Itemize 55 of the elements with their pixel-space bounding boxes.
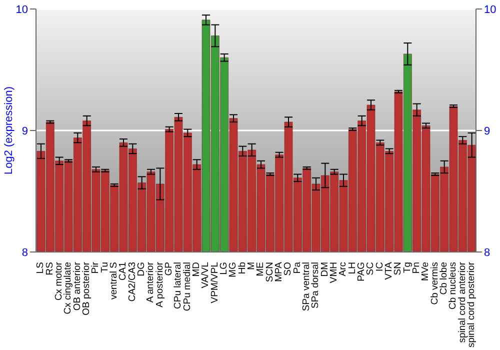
x-tick-label: SC <box>365 262 376 276</box>
x-tick-label: CPu lateral <box>172 262 184 309</box>
x-tick-label: Tu <box>99 262 110 273</box>
x-tick-label: VA/VL <box>200 262 212 288</box>
x-tick-label: LS <box>35 262 46 274</box>
x-tick-label: IC <box>374 262 386 272</box>
x-tick-label: Cx motor <box>53 262 64 301</box>
x-tick-label: Cb vermis <box>429 262 440 305</box>
x-tick-label: DM <box>319 262 330 277</box>
x-tick-label: VMH <box>328 262 340 284</box>
x-tick-label: Arc <box>338 262 349 276</box>
x-tick-label: Tg <box>402 262 413 274</box>
x-tick-label: GP <box>163 262 174 276</box>
x-tick-label: OB posterior <box>80 262 92 316</box>
x-tick-label: CA2/CA3 <box>126 262 138 302</box>
x-tick-label: Pn <box>410 262 422 274</box>
x-tick-label: SPa dorsal <box>310 262 322 308</box>
x-tick-label: MG <box>228 262 239 278</box>
x-tick-label: Cx cingulate <box>62 262 74 314</box>
y2-tick-label: 9 <box>484 125 490 138</box>
y2-tick-label: 10 <box>484 4 496 16</box>
x-tick-label: MD <box>190 262 202 277</box>
y-tick-label: 8 <box>22 246 28 259</box>
x-tick-label: MPA <box>273 261 284 282</box>
x-tick-label: LG <box>218 262 230 275</box>
x-tick-label: spinal cord anterior <box>456 262 468 343</box>
x-tick-label: SPa ventral <box>300 262 312 312</box>
y-tick-label: 9 <box>22 125 28 138</box>
y-tick-label: 10 <box>16 4 28 16</box>
x-tick-label: DG <box>136 262 147 276</box>
x-tick-label: M <box>246 262 257 270</box>
x-tick-label: VPM/VPL <box>209 262 220 304</box>
y2-tick-label: 8 <box>484 246 490 259</box>
x-tick-label: SO <box>282 262 294 276</box>
x-tick-label: Pa <box>292 261 303 274</box>
x-tick-label: VTA <box>383 261 394 280</box>
x-tick-label: ventral S <box>108 262 120 300</box>
x-tick-label: SCN <box>264 262 276 282</box>
x-tick-label: ME <box>255 262 266 276</box>
x-tick-label: Pir <box>90 262 102 274</box>
x-tick-label: spinal cord posterior <box>466 262 477 348</box>
y-axis-title: Log2 (expression) <box>2 86 15 175</box>
x-tick-label: Cb nucleus <box>448 262 459 310</box>
x-tick-label: OB anterior <box>72 262 83 311</box>
x-tick-label: Hb <box>236 262 248 274</box>
x-tick-label: SN <box>392 262 404 276</box>
x-tick-label: CPu medial <box>182 262 193 312</box>
x-tick-label: PAG <box>356 262 367 282</box>
x-tick-label: CA1 <box>118 262 129 280</box>
x-tick-label: A posterior <box>154 262 166 308</box>
x-tick-label: A anterior <box>145 262 156 303</box>
x-tick-label: MVe <box>420 262 432 282</box>
x-tick-label: LH <box>346 262 358 274</box>
x-tick-label: Cb lobe <box>438 262 450 295</box>
x-tick-label: RS <box>44 262 56 276</box>
